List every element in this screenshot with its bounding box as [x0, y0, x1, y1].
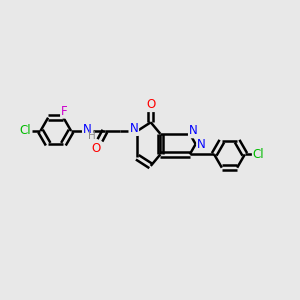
Text: N: N	[189, 124, 198, 137]
Text: N: N	[197, 138, 206, 151]
Text: O: O	[146, 98, 155, 111]
Text: Cl: Cl	[19, 124, 31, 137]
Text: F: F	[61, 105, 68, 118]
Text: Cl: Cl	[253, 148, 265, 161]
Text: O: O	[92, 142, 101, 155]
Text: H: H	[88, 131, 96, 141]
Text: N: N	[129, 122, 138, 135]
Text: N: N	[83, 123, 92, 136]
